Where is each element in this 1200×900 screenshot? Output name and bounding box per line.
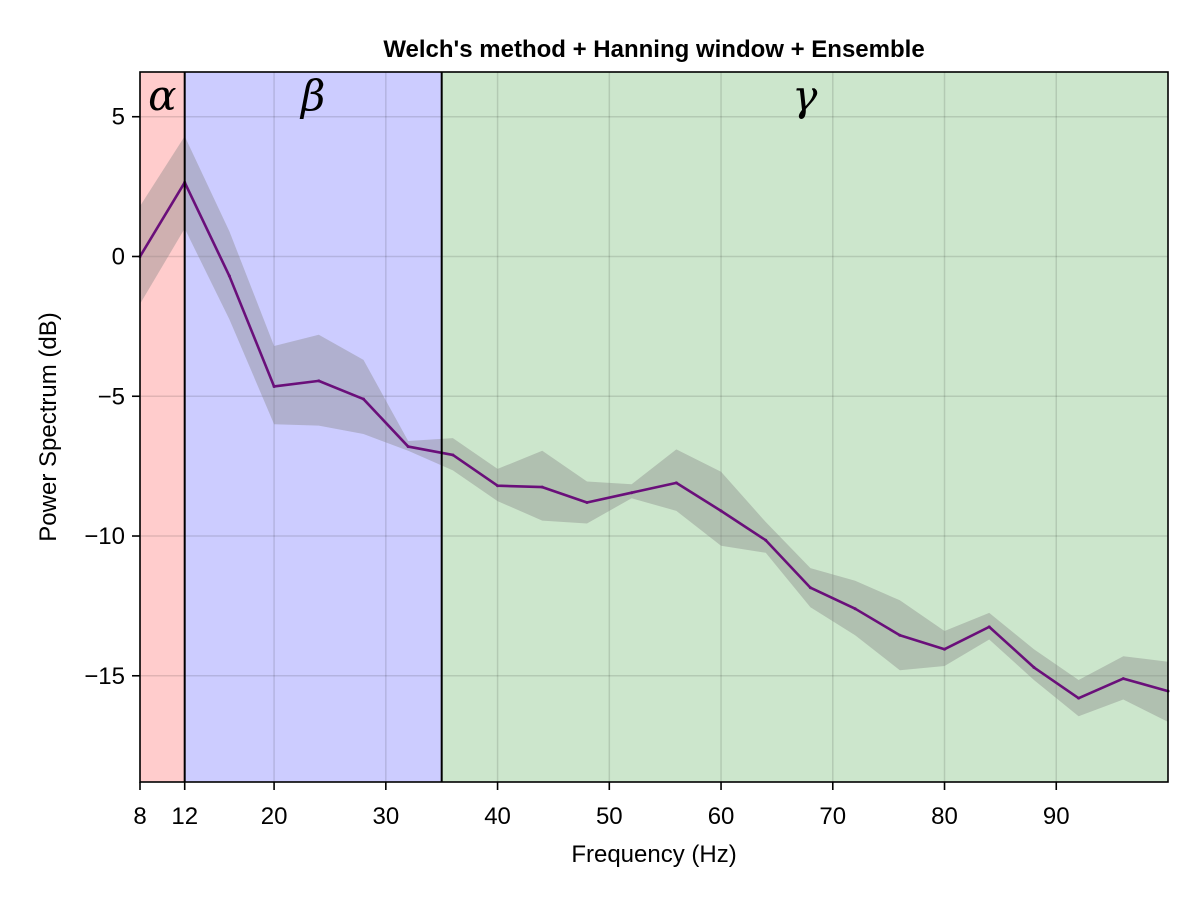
- chart-title: Welch's method + Hanning window + Ensemb…: [383, 36, 924, 63]
- x-tick-label: 30: [372, 803, 399, 830]
- frequency-bands: [140, 72, 1168, 782]
- series-lines: [138, 180, 1170, 700]
- data-point: [898, 633, 902, 637]
- data-point: [317, 379, 321, 383]
- x-tick-label: 80: [931, 803, 958, 830]
- y-tick-label: 0: [112, 243, 125, 270]
- data-point: [764, 538, 768, 542]
- plot-frame: [139, 71, 1169, 783]
- band-label-beta: β: [299, 71, 325, 120]
- y-tick-label: −5: [98, 383, 125, 410]
- data-point: [808, 586, 812, 590]
- data-point: [272, 384, 276, 388]
- error-band-area: [140, 136, 1168, 722]
- y-axis-ticks: 5 0 −5 −10 −15: [84, 104, 140, 690]
- y-tick-label: 5: [112, 104, 125, 131]
- band-gamma: [441, 72, 1168, 782]
- y-tick-label: −10: [84, 523, 125, 550]
- x-tick-label: 8: [133, 803, 146, 830]
- data-point: [630, 491, 634, 495]
- data-point: [674, 481, 678, 485]
- data-point: [585, 500, 589, 504]
- data-point: [451, 453, 455, 457]
- x-tick-label: 20: [261, 803, 288, 830]
- data-point: [1032, 665, 1036, 669]
- band-beta: [184, 72, 442, 782]
- x-axis-label: Frequency (Hz): [571, 841, 736, 868]
- data-point: [1121, 677, 1125, 681]
- x-tick-label: 50: [596, 803, 623, 830]
- band-alpha: [140, 72, 185, 782]
- data-point: [361, 397, 365, 401]
- x-tick-label: 70: [819, 803, 846, 830]
- data-point: [1077, 696, 1081, 700]
- band-label-gamma: γ: [792, 71, 818, 120]
- x-axis-ticks: 8 12 20 30 40 50 60 70 80 90: [133, 782, 1070, 830]
- band-labels: α β γ: [148, 71, 818, 120]
- x-tick-label: 12: [171, 803, 198, 830]
- data-point: [987, 625, 991, 629]
- x-tick-label: 60: [708, 803, 735, 830]
- series-line-mean-power: [138, 181, 1169, 700]
- data-point: [406, 445, 410, 449]
- data-point: [853, 607, 857, 611]
- y-tick-label: −15: [84, 663, 125, 690]
- x-tick-label: 40: [484, 803, 511, 830]
- data-point: [943, 647, 947, 651]
- data-point: [719, 509, 723, 513]
- x-tick-label: 90: [1043, 803, 1070, 830]
- y-axis-label: Power Spectrum (dB): [35, 312, 62, 541]
- error-band: [140, 136, 1168, 722]
- data-point: [496, 484, 500, 488]
- band-boundaries: [183, 72, 443, 782]
- data-point: [227, 274, 231, 278]
- band-label-alpha: α: [148, 71, 176, 120]
- data-point: [540, 485, 544, 489]
